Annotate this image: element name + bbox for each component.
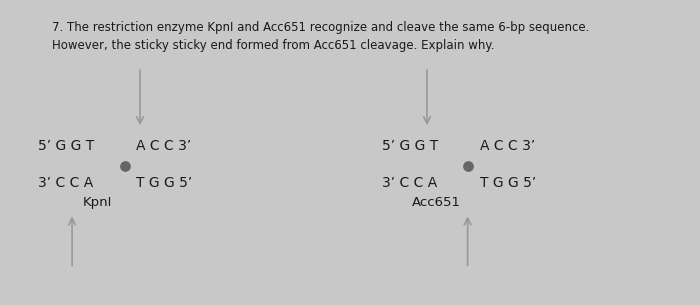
Text: A C C 3’: A C C 3’: [480, 139, 535, 153]
Text: KpnI: KpnI: [83, 196, 112, 209]
Point: [462, 164, 473, 169]
Text: A C C 3’: A C C 3’: [136, 139, 192, 153]
Text: 3’ C C A: 3’ C C A: [38, 176, 94, 190]
Text: 5’ G G T: 5’ G G T: [382, 139, 438, 153]
Text: 7. The restriction enzyme KpnI and Acc651 recognize and cleave the same 6-bp seq: 7. The restriction enzyme KpnI and Acc65…: [52, 21, 590, 52]
Text: T G G 5’: T G G 5’: [136, 176, 192, 190]
Point: [119, 164, 130, 169]
Text: Acc651: Acc651: [412, 196, 461, 209]
Text: 3’ C C A: 3’ C C A: [382, 176, 437, 190]
Text: 5’ G G T: 5’ G G T: [38, 139, 95, 153]
Text: T G G 5’: T G G 5’: [480, 176, 536, 190]
